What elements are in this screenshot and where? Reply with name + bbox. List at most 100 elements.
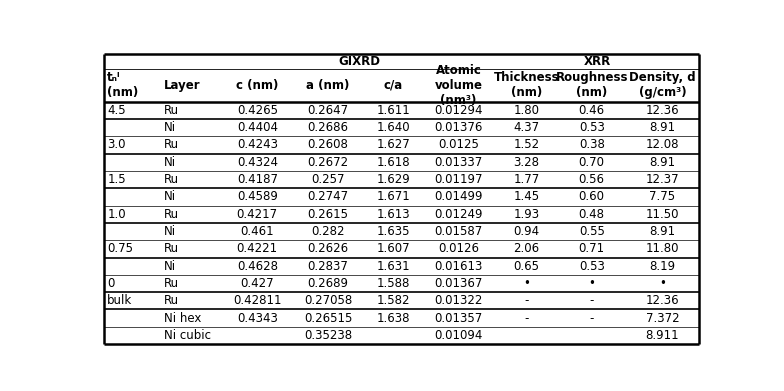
Text: 0.4243: 0.4243 — [237, 138, 278, 151]
Text: 0.2615: 0.2615 — [307, 208, 349, 221]
Text: GIXRD: GIXRD — [338, 55, 380, 68]
Text: tₙᴵ
(nm): tₙᴵ (nm) — [107, 72, 139, 99]
Text: 8.91: 8.91 — [649, 121, 676, 134]
Text: 4.5: 4.5 — [107, 104, 126, 117]
Text: 0.42811: 0.42811 — [233, 294, 281, 307]
Text: 1.93: 1.93 — [514, 208, 539, 221]
Text: 0.01357: 0.01357 — [434, 312, 483, 325]
Text: 0.4404: 0.4404 — [237, 121, 278, 134]
Text: 0.01094: 0.01094 — [434, 329, 483, 342]
Text: 0: 0 — [107, 277, 114, 290]
Text: Ru: Ru — [164, 173, 179, 186]
Text: 8.91: 8.91 — [649, 225, 676, 238]
Text: 3.0: 3.0 — [107, 138, 125, 151]
Text: 0.2672: 0.2672 — [307, 156, 349, 169]
Text: 0.56: 0.56 — [579, 173, 604, 186]
Text: Ru: Ru — [164, 242, 179, 255]
Text: 1.638: 1.638 — [376, 312, 410, 325]
Text: 0.4324: 0.4324 — [237, 156, 278, 169]
Text: 12.36: 12.36 — [646, 294, 680, 307]
Text: 0.01249: 0.01249 — [434, 208, 483, 221]
Text: 1.629: 1.629 — [376, 173, 410, 186]
Text: 8.19: 8.19 — [649, 260, 676, 273]
Text: 0.2689: 0.2689 — [307, 277, 349, 290]
Text: 0.01587: 0.01587 — [434, 225, 483, 238]
Text: 0.01294: 0.01294 — [434, 104, 483, 117]
Text: 7.75: 7.75 — [649, 190, 676, 203]
Text: 0.01337: 0.01337 — [434, 156, 483, 169]
Text: 8.91: 8.91 — [649, 156, 676, 169]
Text: 7.372: 7.372 — [646, 312, 680, 325]
Text: Ru: Ru — [164, 208, 179, 221]
Text: 0.2608: 0.2608 — [307, 138, 349, 151]
Text: 1.635: 1.635 — [376, 225, 410, 238]
Text: a (nm): a (nm) — [307, 79, 350, 92]
Text: 0.4217: 0.4217 — [237, 208, 278, 221]
Text: c (nm): c (nm) — [236, 79, 278, 92]
Text: 1.45: 1.45 — [514, 190, 539, 203]
Text: 0.48: 0.48 — [579, 208, 604, 221]
Text: 4.37: 4.37 — [514, 121, 539, 134]
Text: 0.4628: 0.4628 — [237, 260, 278, 273]
Text: 1.582: 1.582 — [376, 294, 410, 307]
Text: Density, d
(g/cm³): Density, d (g/cm³) — [630, 72, 696, 99]
Text: -: - — [590, 294, 594, 307]
Text: 1.5: 1.5 — [107, 173, 126, 186]
Text: 0.0126: 0.0126 — [438, 242, 479, 255]
Text: 0.71: 0.71 — [579, 242, 604, 255]
Text: 11.50: 11.50 — [646, 208, 679, 221]
Text: Ni: Ni — [164, 190, 176, 203]
Text: 0.4221: 0.4221 — [237, 242, 278, 255]
Text: c/a: c/a — [383, 79, 403, 92]
Text: 1.588: 1.588 — [376, 277, 410, 290]
Text: 1.631: 1.631 — [376, 260, 410, 273]
Text: 0.26515: 0.26515 — [304, 312, 352, 325]
Text: •: • — [523, 277, 530, 290]
Text: 0.2686: 0.2686 — [307, 121, 349, 134]
Text: 0.01367: 0.01367 — [434, 277, 483, 290]
Text: 3.28: 3.28 — [514, 156, 539, 169]
Text: •: • — [659, 277, 666, 290]
Text: 0.4187: 0.4187 — [237, 173, 278, 186]
Text: 1.640: 1.640 — [376, 121, 410, 134]
Text: Ni cubic: Ni cubic — [164, 329, 211, 342]
Text: 12.37: 12.37 — [646, 173, 680, 186]
Text: -: - — [524, 294, 528, 307]
Text: 0.2747: 0.2747 — [307, 190, 349, 203]
Text: 0.27058: 0.27058 — [304, 294, 352, 307]
Text: 0.01613: 0.01613 — [434, 260, 483, 273]
Text: 1.613: 1.613 — [376, 208, 410, 221]
Text: 0.01376: 0.01376 — [434, 121, 483, 134]
Text: 0.75: 0.75 — [107, 242, 133, 255]
Text: 1.671: 1.671 — [376, 190, 410, 203]
Text: 1.80: 1.80 — [514, 104, 539, 117]
Text: •: • — [588, 277, 595, 290]
Text: Ru: Ru — [164, 138, 179, 151]
Text: 0.2837: 0.2837 — [307, 260, 349, 273]
Text: Ni hex: Ni hex — [164, 312, 201, 325]
Text: 1.611: 1.611 — [376, 104, 410, 117]
Text: bulk: bulk — [107, 294, 132, 307]
Text: 0.4589: 0.4589 — [237, 190, 278, 203]
Text: 0.2647: 0.2647 — [307, 104, 349, 117]
Text: XRR: XRR — [584, 55, 611, 68]
Text: Ru: Ru — [164, 277, 179, 290]
Text: 0.65: 0.65 — [514, 260, 539, 273]
Text: 0.2626: 0.2626 — [307, 242, 349, 255]
Text: 0.53: 0.53 — [579, 121, 604, 134]
Text: 0.4265: 0.4265 — [237, 104, 278, 117]
Text: Ru: Ru — [164, 104, 179, 117]
Text: 0.427: 0.427 — [241, 277, 274, 290]
Text: 0.0125: 0.0125 — [438, 138, 479, 151]
Text: Layer: Layer — [164, 79, 201, 92]
Text: Atomic
volume
(nm³): Atomic volume (nm³) — [434, 64, 482, 107]
Text: 1.0: 1.0 — [107, 208, 126, 221]
Text: 11.80: 11.80 — [646, 242, 679, 255]
Text: 0.4343: 0.4343 — [237, 312, 278, 325]
Text: Ni: Ni — [164, 156, 176, 169]
Text: 2.06: 2.06 — [514, 242, 539, 255]
Text: 12.08: 12.08 — [646, 138, 679, 151]
Text: 0.55: 0.55 — [579, 225, 604, 238]
Text: 0.461: 0.461 — [241, 225, 274, 238]
Text: 0.01499: 0.01499 — [434, 190, 483, 203]
